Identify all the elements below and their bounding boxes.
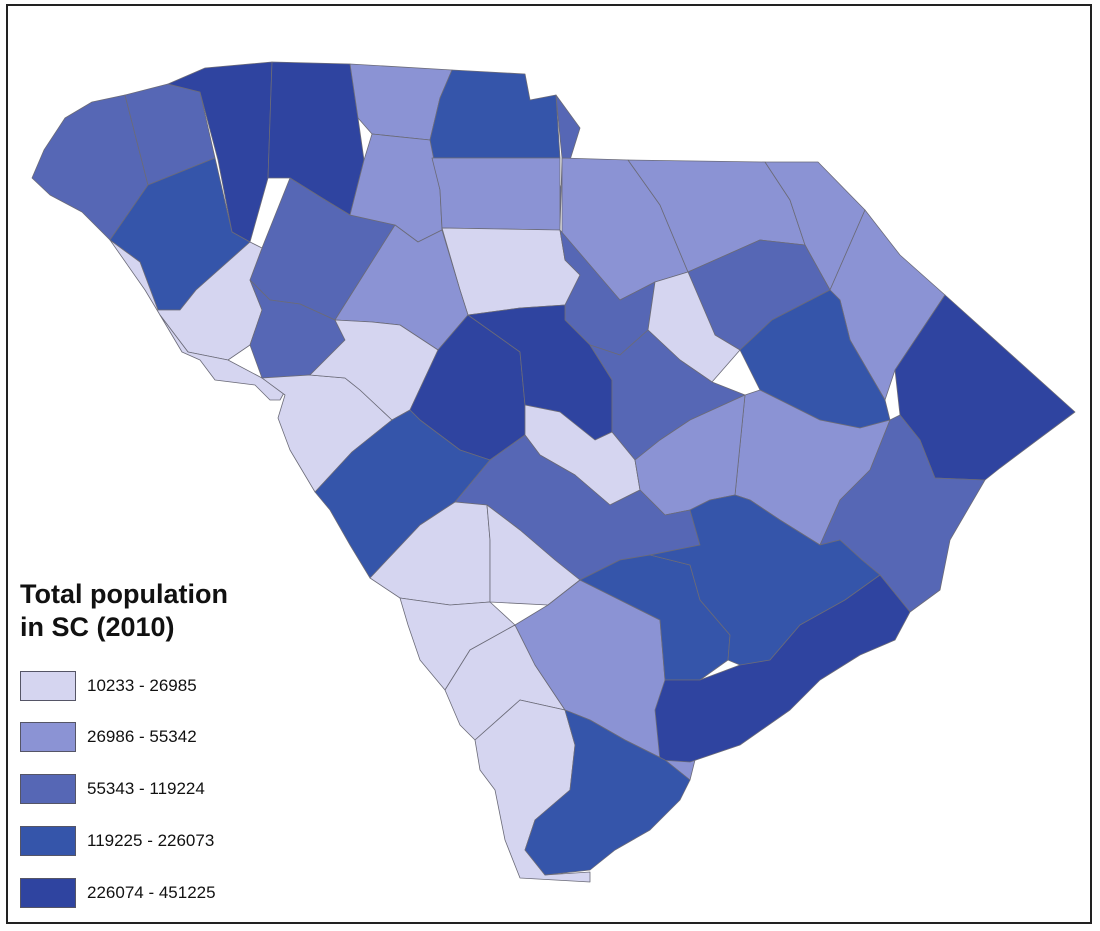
- county-mccormick[interactable]: [159, 314, 291, 401]
- legend-swatch-3: [20, 774, 76, 804]
- county-beaufort[interactable]: [524, 709, 691, 876]
- legend-swatch-1: [20, 671, 76, 701]
- legend-label-2: 26986 - 55342: [87, 727, 197, 746]
- county-york[interactable]: [429, 69, 561, 159]
- legend-title-line-1: Total population: [20, 579, 228, 609]
- legend-item-3: 55343 - 119224: [20, 774, 320, 804]
- legend-title-line-2: in SC (2010): [20, 612, 175, 642]
- legend-item-4: 119225 - 226073: [20, 826, 320, 856]
- county-spartanburg[interactable]: [267, 61, 365, 216]
- legend-swatch-4: [20, 826, 76, 856]
- legend-swatch-5: [20, 878, 76, 908]
- county-charleston[interactable]: [654, 574, 911, 763]
- legend-item-1: 10233 - 26985: [20, 671, 320, 701]
- legend-label-5: 226074 - 451225: [87, 883, 216, 902]
- legend-label-3: 55343 - 119224: [87, 779, 205, 798]
- legend-item-2: 26986 - 55342: [20, 722, 320, 752]
- legend-title: Total population in SC (2010): [20, 578, 320, 644]
- legend-label-4: 119225 - 226073: [87, 831, 215, 850]
- county-pickens[interactable]: [124, 83, 216, 186]
- legend: Total population in SC (2010) 10233 - 26…: [20, 578, 320, 908]
- legend-item-5: 226074 - 451225: [20, 878, 320, 908]
- legend-label-1: 10233 - 26985: [87, 676, 197, 695]
- county-chester[interactable]: [431, 157, 561, 231]
- legend-swatch-2: [20, 722, 76, 752]
